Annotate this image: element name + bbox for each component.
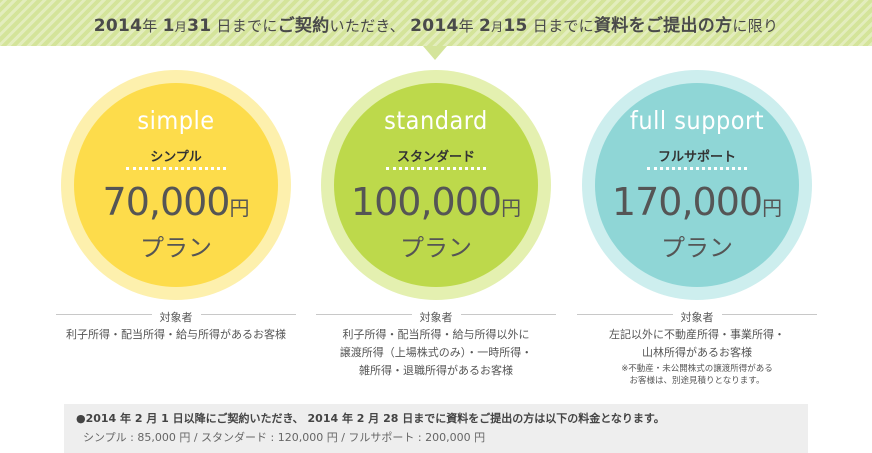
target-line: 譲渡所得（上場株式のみ）・一時所得・ <box>339 346 533 359</box>
plan-name-en: standard <box>384 106 488 135</box>
target-section-simple: 対象者 利子所得・配当所得・給与所得があるお客様 <box>56 306 296 344</box>
plan-price: 170,000円 <box>582 180 812 224</box>
plan-price-value: 170,000 <box>611 180 763 224</box>
target-line: 利子所得・配当所得・給与所得以外に <box>342 328 530 341</box>
notice-condition: ●2014 年 2 月 1 日以降にご契約いただき、 2014 年 2 月 28… <box>76 412 665 425</box>
plan-word: プラン <box>661 234 733 262</box>
plan-name-ja: スタンダード <box>396 150 475 165</box>
banner-year-unit-1: 年 <box>142 16 158 35</box>
target-header: 対象者 <box>56 306 296 324</box>
banner-year-1: 2014 <box>93 15 143 36</box>
target-label: 対象者 <box>411 311 461 324</box>
banner-year-2: 2014 <box>410 15 459 36</box>
plan-circle-standard: standard スタンダード 100,000円 プラン <box>321 70 551 300</box>
banner-documents: 資料をご提出の方 <box>593 15 733 36</box>
target-section-full-support: 対象者 左記以外に不動産所得・事業所得・ 山林所得があるお客様 ※不動産・未公開… <box>577 306 817 387</box>
plan-content: full support フルサポート 170,000円 プラン <box>582 70 812 300</box>
plan-price-yen: 円 <box>501 196 522 220</box>
plan-price-yen: 円 <box>762 196 783 220</box>
target-description: 左記以外に不動産所得・事業所得・ 山林所得があるお客様 <box>577 326 817 362</box>
banner-year-unit-2: 年 <box>458 16 474 35</box>
plan-price: 100,000円 <box>321 180 551 224</box>
target-line: 雑所得・退職所得があるお客様 <box>359 364 513 377</box>
footnote-line: ※不動産・未公開株式の譲渡所得がある <box>621 364 773 374</box>
plan-circle-simple: simple シンプル 70,000円 プラン <box>61 70 291 300</box>
promo-banner: 2014年 1月31 日までにご契約いただき、 2014年 2月15 日までに資… <box>0 0 872 46</box>
target-header: 対象者 <box>316 306 556 324</box>
plan-core <box>595 83 799 287</box>
target-line: 山林所得があるお客様 <box>642 346 752 359</box>
target-line: 利子所得・配当所得・給与所得があるお客様 <box>66 328 286 341</box>
target-label: 対象者 <box>672 311 722 324</box>
dotted-divider <box>386 167 486 170</box>
target-section-standard: 対象者 利子所得・配当所得・給与所得以外に 譲渡所得（上場株式のみ）・一時所得・… <box>316 306 556 380</box>
banner-month-1: 1 <box>162 15 175 36</box>
banner-itadaki: いただき、 <box>329 16 405 35</box>
plan-price-yen: 円 <box>229 196 250 220</box>
target-line: 左記以外に不動産所得・事業所得・ <box>609 328 785 341</box>
plan-word: プラン <box>140 234 212 262</box>
plan-price-value: 70,000 <box>102 180 231 224</box>
banner-contract: ご契約 <box>277 15 330 36</box>
banner-month-unit-1: 月 <box>174 19 188 34</box>
plan-name-ja: シンプル <box>150 150 202 165</box>
dotted-divider <box>126 167 226 170</box>
footnote-line: お客様は、別途見積りとなります。 <box>629 376 765 386</box>
target-description: 利子所得・配当所得・給与所得以外に 譲渡所得（上場株式のみ）・一時所得・ 雑所得… <box>316 326 556 380</box>
banner-day-2: 15 <box>503 15 528 36</box>
plan-word: プラン <box>400 234 472 262</box>
banner-month-unit-2: 月 <box>491 19 504 34</box>
banner-month-2: 2 <box>478 15 492 36</box>
banner-deadline-text-2: 日までに <box>532 16 594 35</box>
dotted-divider <box>647 167 747 170</box>
banner-limited: に限り <box>732 16 779 35</box>
price-notice-box: ●2014 年 2 月 1 日以降にご契約いただき、 2014 年 2 月 28… <box>64 404 808 453</box>
plan-name-en: full support <box>629 106 765 135</box>
plan-price-value: 100,000 <box>350 180 502 224</box>
plan-circle-full-support: full support フルサポート 170,000円 プラン <box>582 70 812 300</box>
plan-core <box>74 83 278 287</box>
banner-day-1: 31 <box>187 15 212 36</box>
plan-core <box>334 83 538 287</box>
target-header: 対象者 <box>577 306 817 324</box>
notice-prices: シンプル : 85,000 円 / スタンダード : 120,000 円 / フ… <box>83 431 486 444</box>
plan-content: simple シンプル 70,000円 プラン <box>61 70 291 300</box>
plan-content: standard スタンダード 100,000円 プラン <box>321 70 551 300</box>
target-label: 対象者 <box>151 311 201 324</box>
target-footnote: ※不動産・未公開株式の譲渡所得がある お客様は、別途見積りとなります。 <box>577 363 817 387</box>
banner-deadline-text-1: 日までに <box>216 16 278 35</box>
promo-banner-text: 2014年 1月31 日までにご契約いただき、 2014年 2月15 日までに資… <box>94 11 779 36</box>
plan-price: 70,000円 <box>61 180 291 224</box>
target-description: 利子所得・配当所得・給与所得があるお客様 <box>56 326 296 344</box>
plan-name-en: simple <box>137 106 215 135</box>
banner-pointer-arrow <box>423 46 447 60</box>
plan-name-ja: フルサポート <box>657 150 736 165</box>
